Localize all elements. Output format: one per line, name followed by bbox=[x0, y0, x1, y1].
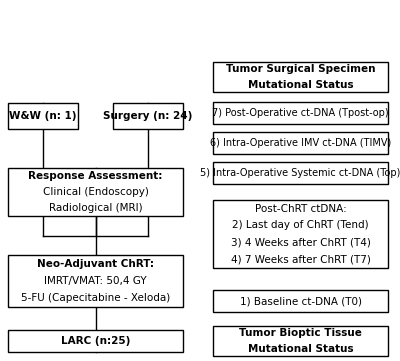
Text: Mutational Status: Mutational Status bbox=[248, 344, 353, 353]
Bar bbox=[213, 62, 388, 92]
Text: IMRT/VMAT: 50,4 GY: IMRT/VMAT: 50,4 GY bbox=[44, 276, 147, 286]
Bar bbox=[8, 103, 78, 129]
Text: 4) 7 Weeks after ChRT (T7): 4) 7 Weeks after ChRT (T7) bbox=[230, 255, 370, 265]
Text: 7) Post-Operative ct-DNA (Tpost-op): 7) Post-Operative ct-DNA (Tpost-op) bbox=[212, 108, 389, 118]
Bar bbox=[8, 168, 183, 216]
Bar bbox=[213, 200, 388, 268]
Text: Surgery (n: 24): Surgery (n: 24) bbox=[103, 111, 193, 121]
Bar bbox=[8, 330, 183, 352]
Text: Response Assessment:: Response Assessment: bbox=[28, 171, 163, 181]
Text: Tumor Surgical Specimen: Tumor Surgical Specimen bbox=[226, 65, 375, 74]
Text: Neo-Adjuvant ChRT:: Neo-Adjuvant ChRT: bbox=[37, 259, 154, 269]
Text: 2) Last day of ChRT (Tend): 2) Last day of ChRT (Tend) bbox=[232, 221, 369, 231]
Bar bbox=[213, 132, 388, 154]
Text: 5) Intra-Operative Systemic ct-DNA (Top): 5) Intra-Operative Systemic ct-DNA (Top) bbox=[200, 168, 400, 178]
Bar bbox=[213, 290, 388, 312]
Text: 3) 4 Weeks after ChRT (T4): 3) 4 Weeks after ChRT (T4) bbox=[230, 238, 370, 248]
Bar bbox=[213, 102, 388, 124]
Text: Radiological (MRI): Radiological (MRI) bbox=[49, 203, 142, 213]
Bar bbox=[8, 255, 183, 307]
Text: LARC (n:25): LARC (n:25) bbox=[61, 336, 130, 346]
Text: Tumor Bioptic Tissue: Tumor Bioptic Tissue bbox=[239, 329, 362, 339]
Bar bbox=[213, 162, 388, 184]
Text: Clinical (Endoscopy): Clinical (Endoscopy) bbox=[42, 187, 148, 197]
Text: Post-ChRT ctDNA:: Post-ChRT ctDNA: bbox=[255, 204, 346, 213]
Text: 5-FU (Capecitabine - Xeloda): 5-FU (Capecitabine - Xeloda) bbox=[21, 293, 170, 303]
Text: W&W (n: 1): W&W (n: 1) bbox=[9, 111, 77, 121]
Text: 6) Intra-Operative IMV ct-DNA (TIMV): 6) Intra-Operative IMV ct-DNA (TIMV) bbox=[210, 138, 391, 148]
Bar bbox=[113, 103, 183, 129]
Bar bbox=[213, 326, 388, 356]
Text: 1) Baseline ct-DNA (T0): 1) Baseline ct-DNA (T0) bbox=[240, 296, 362, 306]
Text: Mutational Status: Mutational Status bbox=[248, 79, 353, 90]
